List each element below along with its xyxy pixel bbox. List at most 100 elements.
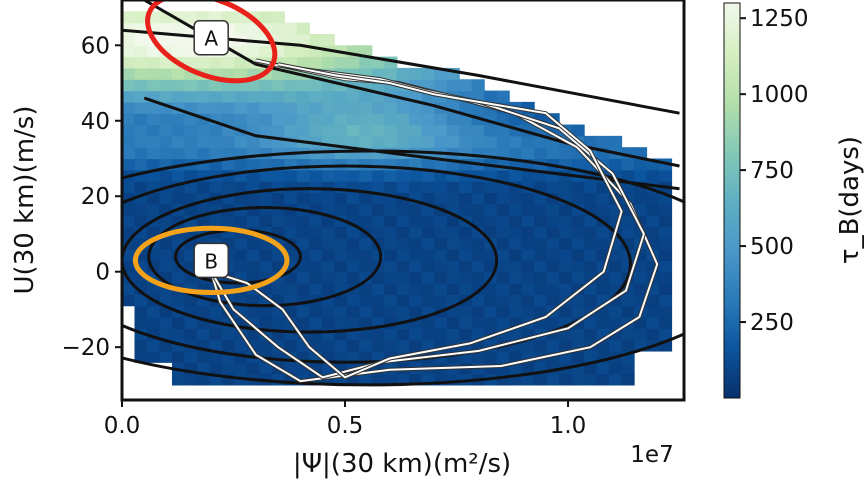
heatmap-cell [496,249,510,261]
heatmap-cell [609,260,623,273]
heatmap-cell [334,316,348,329]
heatmap-cell [509,283,523,295]
heatmap-cell [396,158,410,171]
heatmap-cell [521,181,535,194]
heatmap-cell [309,192,323,205]
heatmap-cell [259,283,273,295]
heatmap-cell [496,271,510,284]
heatmap-cell [596,237,610,250]
heatmap-cell [509,373,523,386]
heatmap-cell [184,226,198,239]
heatmap-cell [534,249,548,261]
heatmap-cell [309,113,323,126]
heatmap-cell [134,339,148,352]
heatmap-cell [559,271,573,284]
heatmap-cell [534,294,548,307]
heatmap-cell [509,192,523,205]
heatmap-cell [296,124,310,137]
heatmap-cell [296,45,310,58]
heatmap-cell [609,339,623,352]
heatmap-cell [284,79,298,92]
heatmap-cell [234,181,248,194]
heatmap-cell [384,67,398,80]
heatmap-cell [446,271,460,284]
heatmap-cell [571,260,585,273]
heatmap-cell [396,113,410,126]
heatmap-cell [334,305,348,318]
heatmap-cell [571,192,585,205]
heatmap-cell [296,22,310,35]
heatmap-cell [159,135,173,148]
heatmap-cell [471,135,485,148]
heatmap-cell [122,45,136,58]
heatmap-cell [446,226,460,239]
heatmap-cell [309,158,323,171]
heatmap-cell [421,124,435,137]
heatmap-cell [484,192,498,205]
heatmap-cell [271,45,285,58]
heatmap-cell [259,169,273,182]
heatmap-cell [384,135,398,148]
heatmap-cell [446,237,460,250]
heatmap-cell [534,260,548,273]
heatmap-cell [471,124,485,137]
heatmap-cell [122,226,136,239]
heatmap-cell [259,147,273,160]
heatmap-cell [559,215,573,228]
heatmap-cell [446,283,460,295]
heatmap-cell [184,215,198,228]
heatmap-cell [659,316,673,329]
heatmap-cell [284,283,298,295]
heatmap-cell [146,339,161,352]
colorbar-tick-label: 750 [750,158,794,184]
heatmap-cell [646,203,660,216]
heatmap-cell [584,192,598,205]
heatmap-cell [346,158,360,171]
heatmap-cell [184,113,198,126]
heatmap-cell [234,294,248,307]
heatmap-cell [246,22,260,35]
heatmap-cell [309,169,323,182]
heatmap-cell [346,260,360,273]
heatmap-cell [171,113,186,126]
heatmap-cell [134,135,148,148]
heatmap-cell [396,101,410,114]
heatmap-cell [134,11,148,24]
contour-line [143,96,680,191]
heatmap-cell [584,294,598,307]
heatmap-cell [409,192,423,205]
heatmap-cell [459,237,473,250]
heatmap-cell [396,328,410,341]
heatmap-cell [546,147,560,160]
region-a-label: A [204,27,218,51]
heatmap-cell [371,169,385,182]
heatmap-cell [171,350,186,363]
heatmap-cell [434,316,448,329]
heatmap-cell [259,124,273,137]
heatmap-cell [309,283,323,295]
heatmap-cell [159,124,173,137]
heatmap-cell [334,271,348,284]
heatmap-cell [571,158,585,171]
heatmap-cell [259,192,273,205]
heatmap-cell [546,215,560,228]
heatmap-cell [196,192,211,205]
heatmap-cell [209,305,223,318]
heatmap-cell [246,169,260,182]
heatmap-cell [271,169,285,182]
heatmap-cell [146,260,161,273]
heatmap-cell [321,79,335,92]
heatmap-cell [509,339,523,352]
heatmap-cell [122,101,136,114]
y-axis-label: U(30 km)(m/s) [10,106,40,295]
heatmap-cell [646,294,660,307]
heatmap-cell [521,124,535,137]
heatmap-cell [221,135,235,148]
heatmap-cell [496,362,510,375]
heatmap-cell [171,181,186,194]
heatmap-cell [621,237,635,250]
heatmap-cell [484,283,498,295]
heatmap-cell [471,339,485,352]
heatmap-cell [134,45,148,58]
heatmap-cell [521,294,535,307]
